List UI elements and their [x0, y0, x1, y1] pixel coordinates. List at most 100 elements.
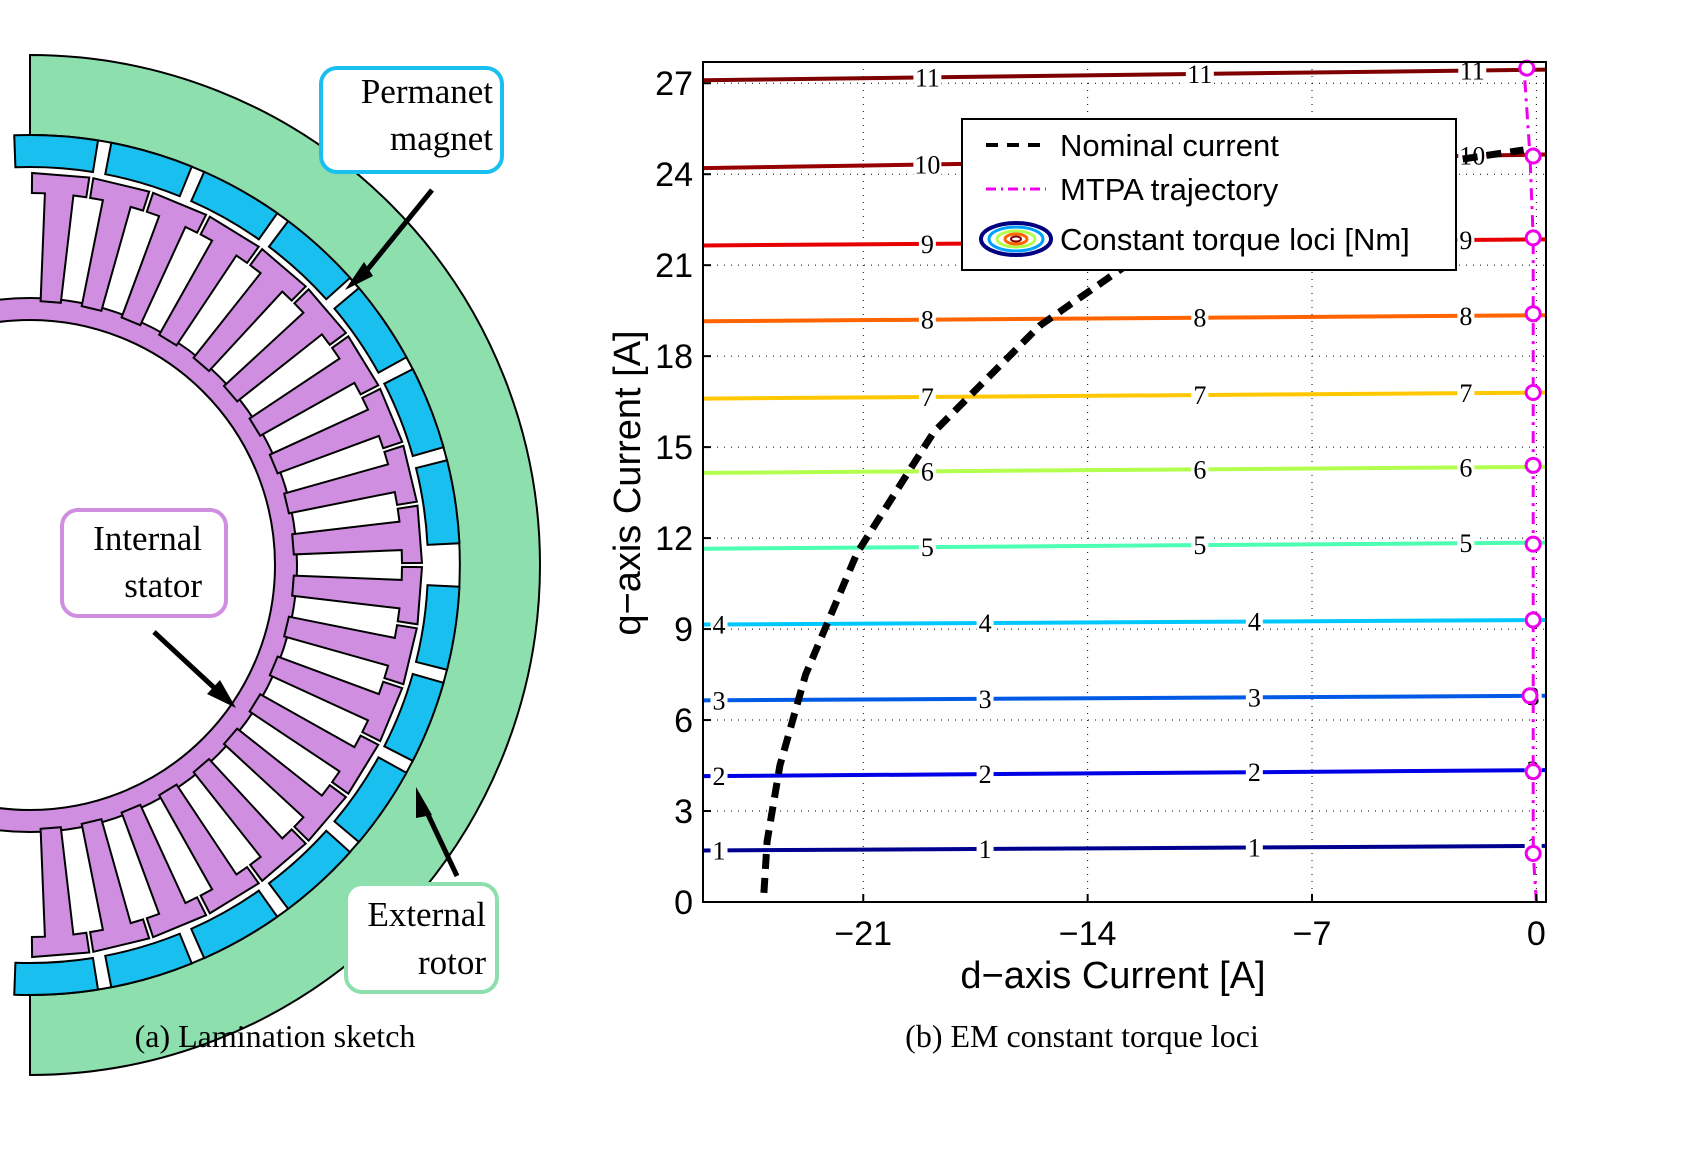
magnet-segment	[189, 170, 279, 241]
torque-locus-label-background	[918, 231, 936, 256]
stator-tooth	[248, 692, 380, 796]
torque-locus-label: 9	[921, 230, 934, 259]
torque-locus-label-background	[1245, 760, 1263, 785]
magnet-segment	[104, 932, 194, 989]
external-rotor-ring	[29, 53, 541, 1077]
torque-locus-label: 11	[915, 63, 940, 92]
magnet-segment	[189, 889, 279, 960]
y-tick-label: 27	[655, 65, 693, 103]
torque-locus-label-background	[918, 459, 936, 484]
x-axis-label: d−axis Current [A]	[960, 955, 1265, 997]
permanent-magnet-box	[319, 66, 504, 174]
legend-torque-loci-label: Constant torque loci [Nm]	[1060, 222, 1410, 257]
magnet-segment	[13, 134, 100, 174]
internal-stator-arrow-line	[152, 630, 224, 697]
torque-locus-label-background	[913, 65, 942, 90]
torque-locus-label: 8	[921, 306, 934, 335]
x-tick-label: 0	[1527, 915, 1546, 953]
torque-locus-label-background	[976, 611, 994, 636]
stator-tooth	[157, 215, 261, 347]
permanent-magnet-label-line-1: Permanet	[361, 72, 493, 111]
permanent-magnet-arrow-head	[345, 262, 373, 290]
torque-locus-label-background	[1191, 305, 1209, 330]
external-rotor-arrow-head	[416, 787, 432, 818]
torque-locus-label-background	[1457, 227, 1475, 252]
stator-tooth	[120, 191, 208, 327]
torque-locus-label-background	[1457, 381, 1475, 406]
magnet-segment	[333, 286, 408, 375]
y-tick-label: 15	[655, 429, 693, 467]
mtpa-marker	[1524, 456, 1542, 474]
torque-locus-line	[702, 540, 1547, 551]
torque-locus-label: 8	[1193, 304, 1206, 333]
external-rotor-callout: External rotor	[344, 787, 499, 994]
torque-locus-label-background	[710, 838, 728, 863]
chart-series	[760, 61, 1538, 903]
torque-locus-label: 8	[1459, 302, 1472, 331]
stator-tooth	[120, 803, 208, 939]
mtpa-marker	[1524, 611, 1542, 629]
mtpa-trajectory-line	[1522, 61, 1538, 903]
torque-locus-label-background	[1457, 455, 1475, 480]
y-tick-label: 0	[674, 884, 693, 922]
external-rotor-label-line-2: rotor	[418, 943, 486, 982]
magnet-segment	[414, 459, 461, 546]
legend-box	[961, 118, 1457, 271]
torque-locus-line	[702, 768, 1547, 779]
torque-locus-label: 6	[1459, 453, 1472, 482]
torque-locus-label: 1	[1248, 833, 1261, 862]
plot-frame	[702, 61, 1547, 903]
torque-locus-label: 3	[979, 685, 992, 714]
torque-locus-label: 7	[1459, 379, 1472, 408]
y-tick-label: 18	[655, 338, 693, 376]
chart-legend: Nominal current MTPA trajectory Constant…	[961, 118, 1457, 271]
legend-torque-loci-swatch	[979, 221, 1053, 257]
stator-tooth	[291, 504, 424, 565]
magnet-segment	[333, 755, 408, 844]
torque-locus-label-background	[1457, 303, 1475, 328]
torque-locus-label-background	[710, 764, 728, 789]
torque-locus-label: 4	[979, 609, 992, 638]
y-tick-label: 6	[674, 702, 693, 740]
torque-locus-label: 2	[713, 762, 726, 791]
stator-tooth	[30, 171, 91, 304]
stator-tooth	[30, 826, 91, 959]
y-tick-label: 21	[655, 247, 693, 285]
internal-stator-arrow-head	[207, 680, 236, 708]
stator-tooth	[157, 783, 261, 915]
torque-locus-label-background	[1191, 533, 1209, 558]
mtpa-marker	[1524, 305, 1542, 323]
internal-stator-label-line-1: Internal	[93, 519, 202, 558]
y-tick-label: 24	[655, 156, 693, 194]
permanent-magnet-callout: Permanet magnet	[319, 66, 504, 290]
magnet-segment	[414, 584, 461, 671]
torque-locus-line	[702, 390, 1547, 401]
torque-loci-caption: (b) EM constant torque loci	[905, 1018, 1259, 1054]
mtpa-marker	[1524, 229, 1542, 247]
stator-tooth	[222, 287, 348, 403]
torque-locus-label-background	[918, 307, 936, 332]
stator-tooth	[268, 387, 404, 475]
magnet-segment	[13, 956, 100, 996]
mtpa-marker	[1524, 535, 1542, 553]
torque-locus-label: 3	[713, 686, 726, 715]
magnet-segment	[267, 219, 352, 301]
magnet-segment	[382, 672, 445, 763]
stator-tooth	[80, 176, 151, 312]
torque-locus-label-background	[1191, 457, 1209, 482]
mtpa-marker	[1524, 763, 1542, 781]
permanent-magnet-ring	[13, 134, 461, 996]
stator-tooth	[192, 247, 308, 373]
mtpa-marker	[1518, 59, 1536, 77]
torque-locus-label-background	[976, 686, 994, 711]
torque-locus-label-background	[1185, 61, 1214, 86]
torque-locus-label: 4	[1248, 608, 1261, 637]
torque-locus-label: 7	[921, 383, 934, 412]
mtpa-marker	[1524, 147, 1542, 165]
stator-tooth	[283, 615, 419, 686]
torque-locus-label: 9	[1459, 226, 1472, 255]
torque-locus-label-background	[976, 836, 994, 861]
magnet-segment	[267, 829, 352, 911]
torque-locus-label: 5	[1193, 531, 1206, 560]
